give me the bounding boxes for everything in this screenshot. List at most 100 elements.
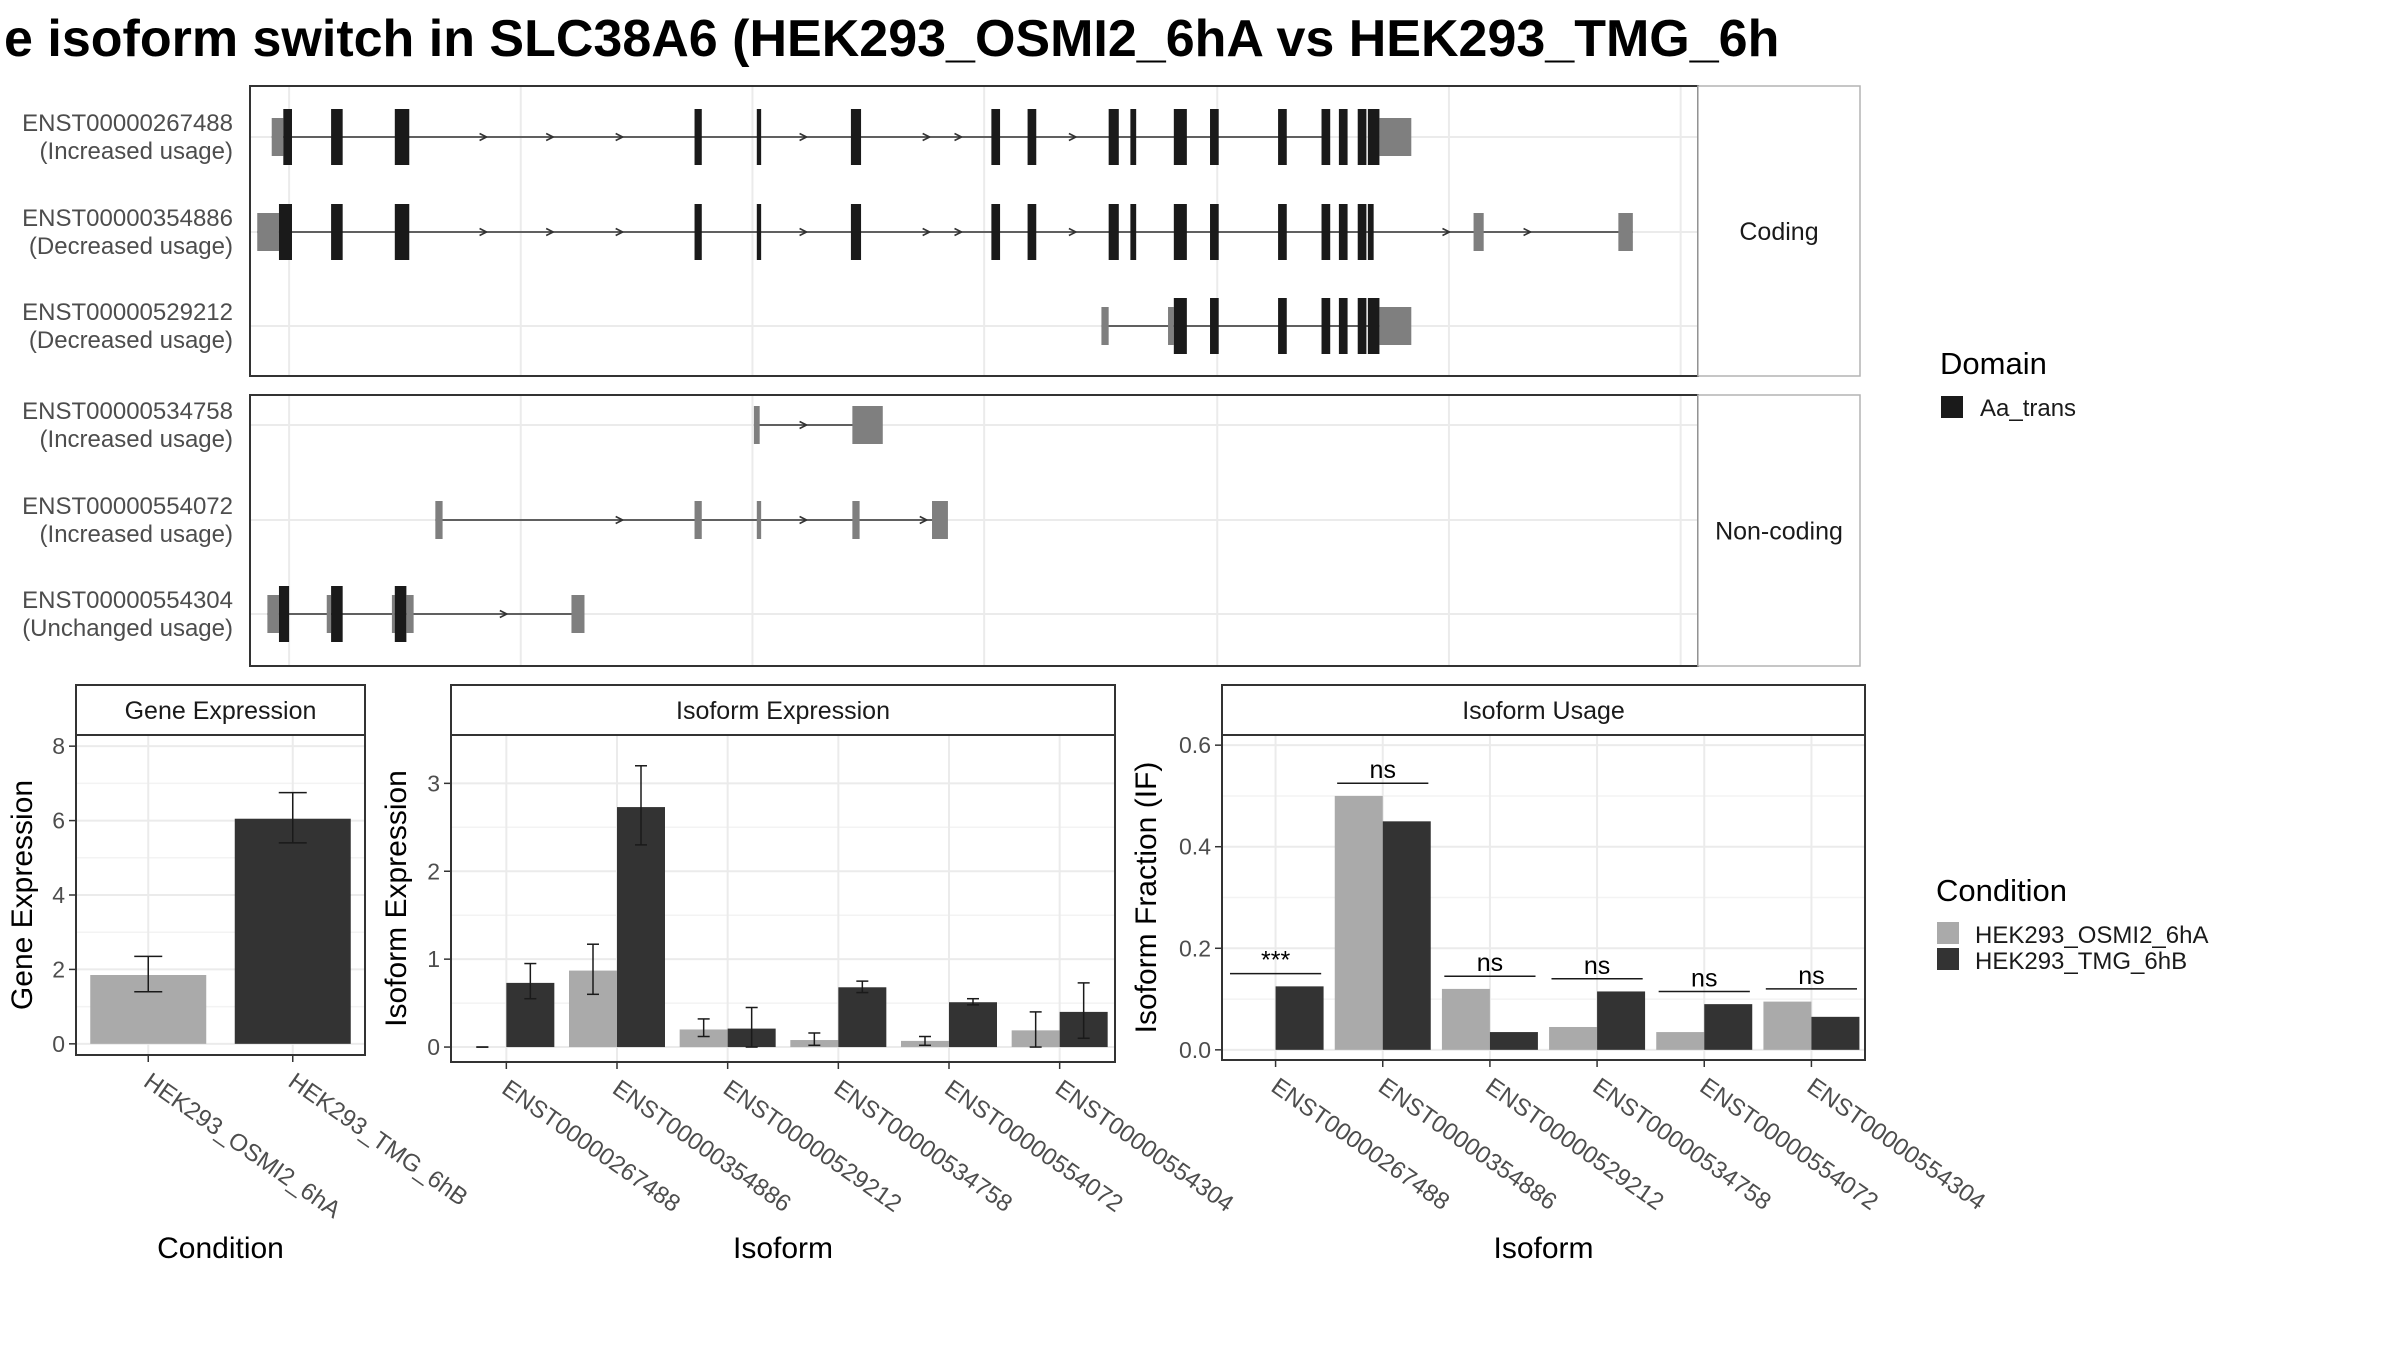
exon-utr (1168, 307, 1174, 345)
x-axis-title: Isoform (1493, 1232, 1593, 1265)
intron-direction-arrow (799, 515, 809, 525)
bar (617, 807, 665, 1048)
bar (1597, 991, 1646, 1050)
transcript-id-label: ENST00000534758 (22, 398, 233, 425)
y-tick-label: 0 (52, 1031, 65, 1057)
exon-domain (1173, 109, 1187, 165)
y-tick-label: 0.4 (1179, 834, 1211, 860)
significance-label: *** (1261, 947, 1290, 975)
exon-utr (1379, 307, 1412, 345)
intron-direction-arrow (499, 609, 509, 619)
significance-label: ns (1584, 952, 1610, 980)
bar (234, 818, 351, 1044)
exon-domain (1027, 204, 1037, 260)
plot-border (450, 734, 1116, 1063)
gene-expression-plot: Gene Expression02468HEK293_OSMI2_6hAHEK2… (6, 684, 473, 1265)
exon-domain (1210, 298, 1219, 354)
legend-domain-swatch (1941, 396, 1963, 418)
legend-condition-swatch (1937, 922, 1959, 944)
facet-strip-label: Coding (1739, 218, 1818, 246)
structure-panel-0: ENST00000267488(Increased usage) ENST0000… (22, 85, 1861, 377)
facet-strip (1697, 85, 1861, 377)
intron-direction-arrow (922, 227, 932, 237)
facet-strip-label: Non-coding (1715, 518, 1843, 546)
significance-label: ns (1798, 962, 1824, 990)
x-axis-title: Isoform (733, 1232, 833, 1265)
exon-domain (1321, 109, 1331, 165)
exon-domain (1210, 109, 1219, 165)
y-axis-title: Gene Expression (6, 780, 39, 1010)
intron-direction-arrow (1068, 132, 1078, 142)
y-tick-label: 0.2 (1179, 935, 1211, 961)
bar (949, 1002, 997, 1048)
y-axis-title: Isoform Expression (380, 770, 413, 1027)
intron-direction-arrow (919, 515, 929, 525)
exon-domain (1278, 204, 1287, 260)
exon-domain (1338, 298, 1348, 354)
y-tick-label: 0 (427, 1034, 440, 1060)
exon-utr (1473, 213, 1484, 251)
y-tick-label: 6 (52, 808, 65, 834)
exon-domain (394, 109, 410, 165)
exon-domain (1278, 298, 1287, 354)
bar (1334, 795, 1383, 1050)
exon-domain (694, 204, 702, 260)
intron-direction-arrow (799, 132, 809, 142)
transcript-structure-plot: ENST00000267488(Increased usage)ENST0000… (22, 85, 1861, 667)
y-tick-label: 4 (52, 882, 65, 908)
structure-panel-1: ENST00000534758(Increased usage)ENST0000… (22, 394, 1861, 667)
x-tick-label: ENST00000554072 (1695, 1073, 1883, 1216)
exon-utr (326, 595, 332, 633)
exon-domain (756, 109, 762, 165)
significance-label: ns (1691, 964, 1717, 992)
transcript-ENST00000267488 (271, 109, 1412, 165)
exon-domain (394, 586, 407, 642)
transcript-id-label: ENST00000529212 (22, 299, 233, 326)
bar (1656, 1032, 1705, 1050)
bar (1275, 986, 1324, 1050)
exon-utr (1379, 118, 1412, 156)
exon-utr (267, 595, 279, 633)
y-tick-label: 3 (427, 770, 440, 796)
exon-utr (753, 406, 760, 444)
bar (1441, 988, 1490, 1050)
intron-direction-arrow (615, 227, 625, 237)
legend-condition-label: HEK293_OSMI2_6hA (1975, 922, 2208, 949)
exon-utr (852, 501, 860, 539)
transcript-id-label: ENST00000554304 (22, 587, 233, 614)
transcript-usage-label: (Decreased usage) (29, 327, 233, 354)
bar (1382, 821, 1431, 1050)
bar (1811, 1016, 1860, 1050)
bar (1489, 1032, 1538, 1050)
intron-direction-arrow (479, 132, 489, 142)
legend-domain-label: Aa_trans (1980, 395, 2076, 422)
intron-direction-arrow (1442, 227, 1452, 237)
exon-domain (991, 109, 1001, 165)
exon-domain (283, 109, 292, 165)
legend-domain-title: Domain (1940, 346, 2047, 381)
exon-utr (391, 595, 395, 633)
y-tick-label: 0.0 (1179, 1037, 1211, 1063)
exon-domain (850, 204, 862, 260)
exon-domain (991, 204, 1001, 260)
exon-utr (406, 595, 414, 633)
transcript-ENST00000354886 (257, 204, 1633, 260)
transcript-ENST00000534758 (753, 406, 883, 444)
intron-direction-arrow (545, 227, 555, 237)
transcript-ENST00000529212 (1101, 298, 1412, 354)
x-tick-label: ENST00000534758 (829, 1075, 1017, 1218)
transcript-ENST00000554072 (435, 501, 948, 539)
x-axis-title: Condition (157, 1232, 284, 1265)
exon-domain (1321, 204, 1331, 260)
exon-domain (1338, 204, 1348, 260)
y-tick-label: 2 (427, 858, 440, 884)
plot-border (75, 734, 366, 1056)
x-tick-label: ENST00000554304 (1050, 1075, 1238, 1218)
x-tick-label: ENST00000534758 (1588, 1073, 1776, 1216)
x-tick-label: ENST00000267488 (1266, 1073, 1454, 1216)
legends: Domain Aa_trans Condition HEK293_OSMI2_6hAH… (1936, 346, 2208, 975)
transcript-usage-label: (Unchanged usage) (22, 615, 233, 642)
exon-domain (1321, 298, 1331, 354)
intron-direction-arrow (799, 227, 809, 237)
